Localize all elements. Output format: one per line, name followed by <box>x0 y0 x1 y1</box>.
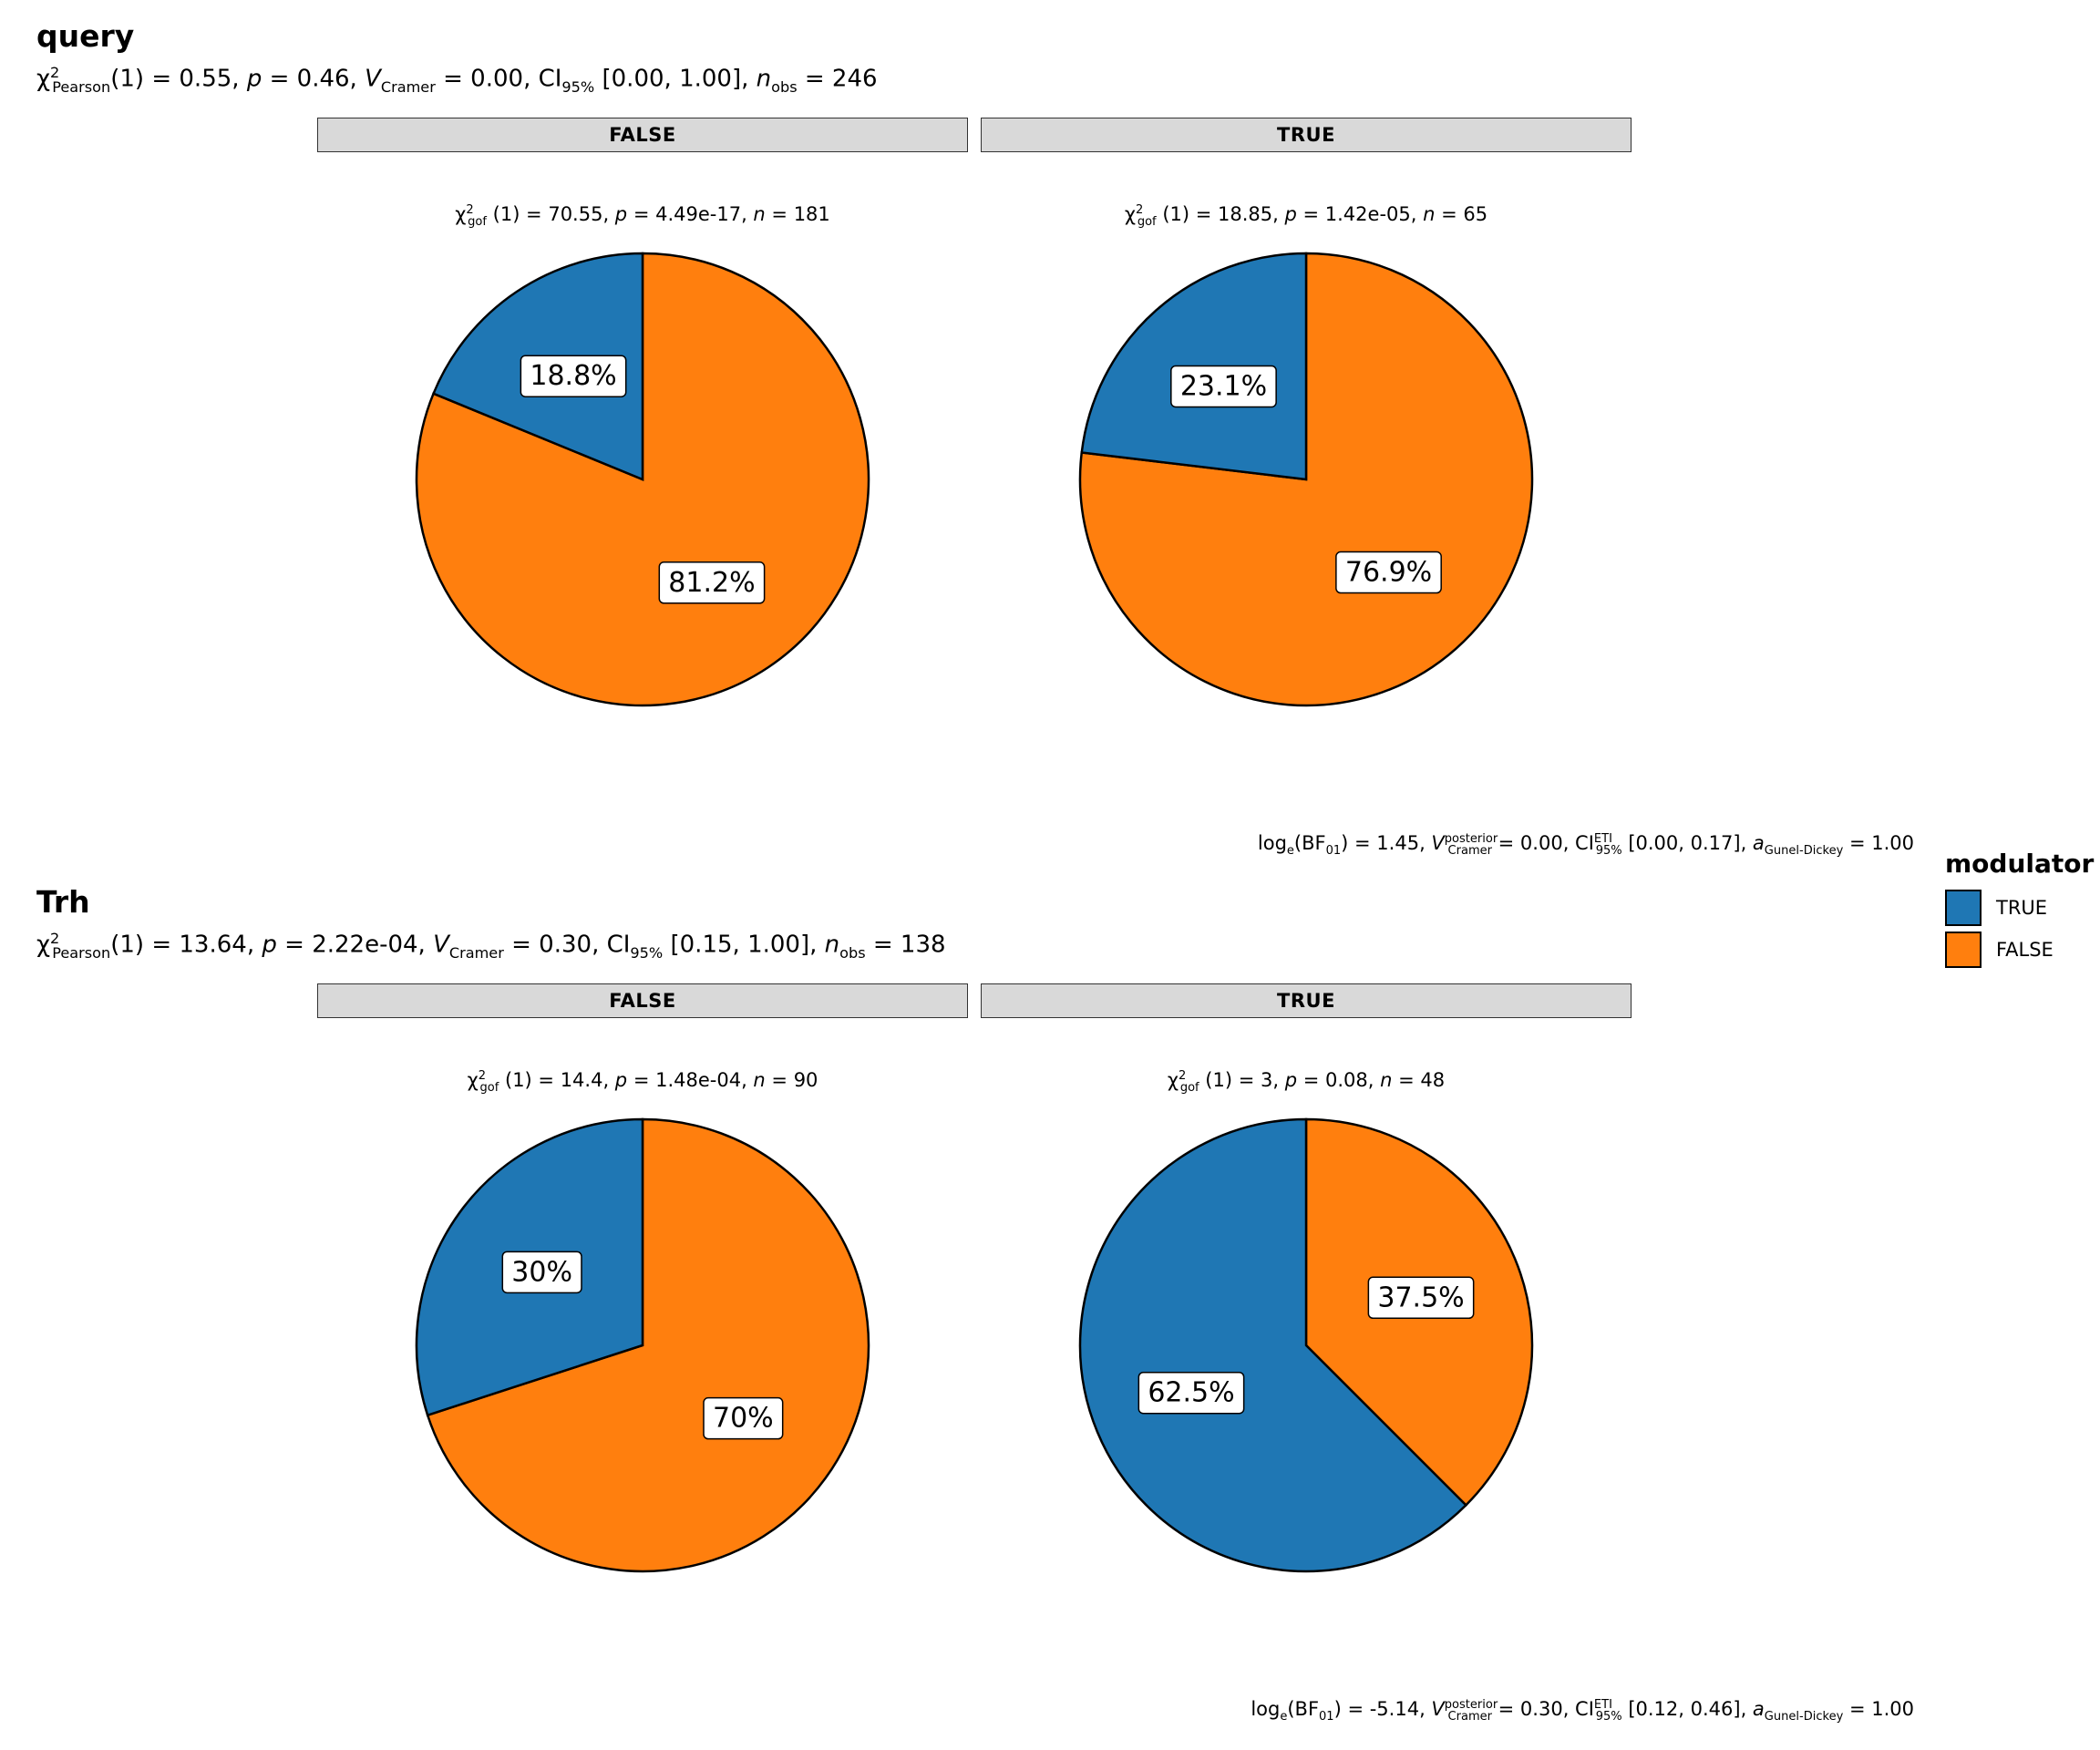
facet-subtitle-trh-false: χ2gof (1) = 14.4, p = 1.48e-04, n = 90 <box>467 1069 818 1096</box>
pie-label-query-false-false: 81.2% <box>658 561 766 604</box>
legend-item-false: FALSE <box>1945 932 2054 968</box>
pie-label-trh-false-false: 70% <box>703 1396 784 1440</box>
pie-label-query-true-false: 76.9% <box>1335 551 1442 594</box>
pie-label-text: 62.5% <box>1148 1377 1234 1409</box>
facet-strip-query-true: TRUE <box>981 118 1632 152</box>
pie-label-box <box>520 355 627 397</box>
pie-label-query-false-true: 18.8% <box>520 355 627 397</box>
pie-label-trh-true-true: 62.5% <box>1138 1371 1245 1415</box>
facet-strip-trh-true: TRUE <box>981 983 1632 1018</box>
pie-label-text: 37.5% <box>1377 1282 1464 1313</box>
pie-label-text: 76.9% <box>1345 557 1432 589</box>
facet-strip-trh-false: FALSE <box>317 983 968 1018</box>
pie-label-text: 70% <box>713 1403 774 1435</box>
pie-label-box <box>703 1396 784 1440</box>
pie-label-box <box>1170 365 1277 408</box>
pie-label-box <box>1335 551 1442 594</box>
pie-label-box <box>1367 1276 1475 1320</box>
legend-label-false: FALSE <box>1996 939 2054 961</box>
pie-slice-trh-true-true <box>1078 1117 1468 1573</box>
facet-subtitle-query-true: χ2gof (1) = 18.85, p = 1.42e-05, n = 65 <box>1124 203 1488 230</box>
pie-slice-trh-false-false <box>426 1117 870 1573</box>
panel-subtitle-trh: χ2Pearson(1) = 13.64, p = 2.22e-04, VCra… <box>36 930 946 962</box>
pie-label-text: 18.8% <box>530 360 616 392</box>
panel-title-trh: Trh <box>36 884 90 920</box>
pie-label-query-true-true: 23.1% <box>1170 365 1277 408</box>
pie-label-box <box>1138 1371 1245 1415</box>
legend-title: modulator <box>1945 849 2095 879</box>
pie-label-box <box>501 1251 582 1294</box>
legend-item-true: TRUE <box>1945 890 2047 926</box>
legend-swatch-true <box>1945 890 1982 926</box>
panel-subtitle-query: χ2Pearson(1) = 0.55, p = 0.46, VCramer =… <box>36 64 878 96</box>
facet-subtitle-query-false: χ2gof (1) = 70.55, p = 4.49e-17, n = 181 <box>455 203 830 230</box>
pie-label-box <box>658 561 766 604</box>
pie-label-text: 23.1% <box>1180 370 1267 402</box>
pie-label-trh-true-false: 37.5% <box>1367 1276 1475 1320</box>
panel-title-query: query <box>36 18 135 54</box>
bayes-caption-trh: loge(BF01) = -5.14, VposteriorCramer = 0… <box>1251 1698 1914 1724</box>
pie-label-text: 30% <box>511 1256 572 1288</box>
legend-swatch-false <box>1945 932 1982 968</box>
facet-strip-query-false: FALSE <box>317 118 968 152</box>
facet-subtitle-trh-true: χ2gof (1) = 3, p = 0.08, n = 48 <box>1167 1069 1446 1096</box>
bayes-caption-query: loge(BF01) = 1.45, VposteriorCramer = 0.… <box>1257 832 1914 859</box>
pie-label-text: 81.2% <box>668 567 755 599</box>
legend-label-true: TRUE <box>1996 897 2048 919</box>
pie-label-trh-false-true: 30% <box>501 1251 582 1294</box>
